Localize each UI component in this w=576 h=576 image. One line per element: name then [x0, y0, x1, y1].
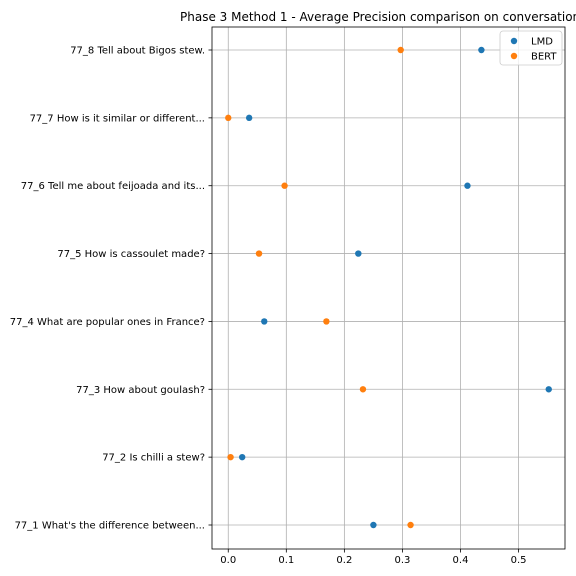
x-tick-label: 0.4 — [453, 555, 469, 566]
x-tick-label: 0.0 — [220, 555, 236, 566]
y-axis-ticks: 77_1 What's the difference between... 77_… — [10, 46, 212, 532]
plot-frame — [211, 26, 566, 550]
y-tick-label: 77_1 What's the difference between... — [15, 521, 205, 532]
data-point-bert — [407, 521, 414, 529]
data-point-lmd — [370, 521, 377, 529]
legend-label-lmd: LMD — [531, 37, 553, 48]
data-point-bert — [281, 182, 288, 189]
legend: LMD BERT — [499, 30, 563, 66]
legend-label-bert: BERT — [531, 52, 557, 63]
legend-marker-bert — [510, 52, 518, 60]
data-point-lmd — [464, 182, 471, 189]
data-points — [225, 46, 552, 529]
data-point-bert — [255, 250, 263, 257]
x-tick-label: 0.3 — [394, 555, 410, 566]
plot-background — [212, 27, 565, 549]
chart-title: Phase 3 Method 1 - Average Precision com… — [180, 10, 576, 24]
data-point-bert — [323, 318, 330, 325]
data-point-lmd — [261, 318, 268, 325]
data-point-bert — [227, 453, 234, 461]
legend-marker-lmd — [510, 37, 518, 45]
data-point-lmd — [245, 114, 253, 122]
y-tick-label: 77_4 What are popular ones in France? — [10, 317, 205, 328]
data-point-lmd — [545, 386, 552, 393]
x-tick-label: 0.1 — [278, 555, 294, 566]
y-tick-label: 77_2 Is chilli a stew? — [102, 453, 205, 464]
data-point-lmd — [478, 46, 485, 54]
y-tick-label: 77_7 How is it similar or different... — [30, 113, 205, 124]
data-point-lmd — [238, 453, 246, 461]
data-point-lmd — [355, 250, 362, 257]
x-axis-ticks: 0.0 0.1 0.2 0.3 0.4 0.5 — [220, 549, 527, 566]
y-tick-label: 77_5 How is cassoulet made? — [57, 249, 205, 260]
y-tick-label: 77_6 Tell me about feijoada and its... — [21, 181, 205, 192]
data-point-bert — [397, 46, 404, 54]
y-tick-label: 77_3 How about goulash? — [76, 385, 205, 396]
data-point-bert — [225, 114, 232, 122]
y-tick-label: 77_8 Tell about Bigos stew. — [70, 46, 205, 57]
x-tick-label: 0.5 — [511, 555, 527, 566]
x-tick-label: 0.2 — [336, 555, 352, 566]
data-point-bert — [359, 386, 367, 393]
